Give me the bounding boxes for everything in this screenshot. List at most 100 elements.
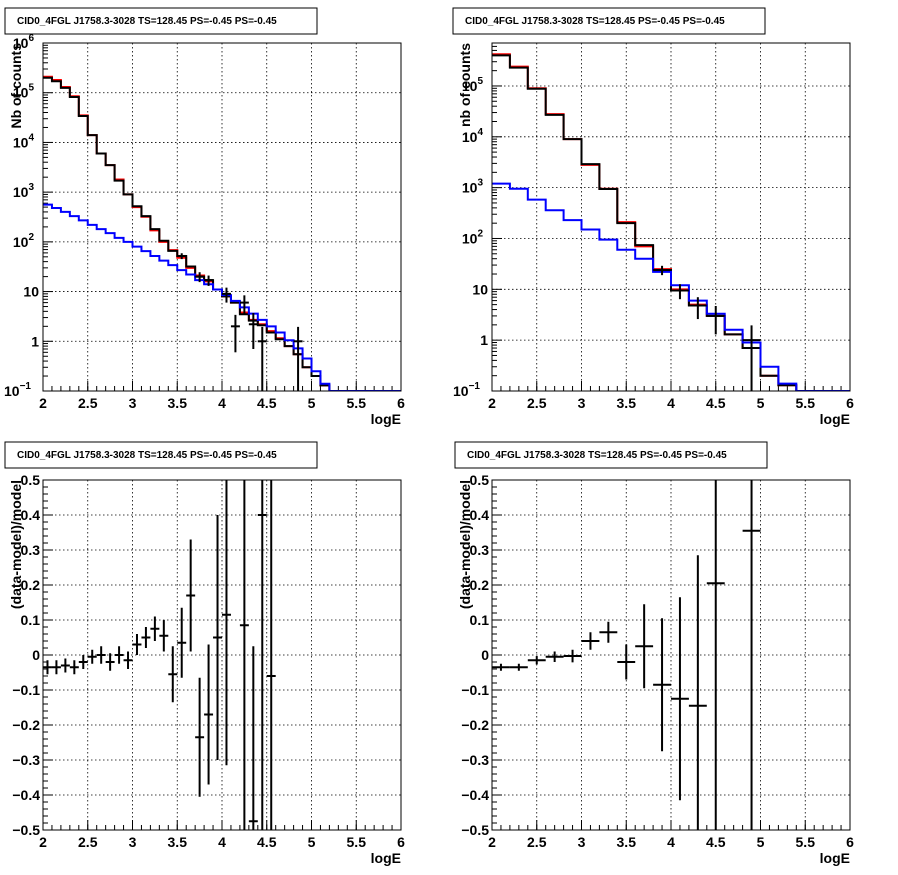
y-tick-label: 0 (481, 647, 489, 663)
y-tick-label: −0.5 (12, 822, 40, 838)
y-tick-label: 0.4 (21, 507, 41, 523)
x-tick-label: 6 (397, 395, 405, 411)
y-tick-label: 105 (462, 76, 484, 94)
y-tick-base: 10 (13, 134, 29, 150)
y-tick-label: −0.3 (12, 752, 40, 768)
x-axis-label: logE (820, 850, 850, 866)
y-tick-base: 10 (13, 35, 29, 51)
x-tick-label: 2.5 (527, 834, 547, 850)
x-tick-label: 3 (578, 395, 586, 411)
x-tick-label: 5 (308, 834, 316, 850)
y-tick-label: 0 (32, 647, 40, 663)
y-tick-label: 104 (462, 127, 484, 145)
chart-title: CID0_4FGL J1758.3-3028 TS=128.45 PS=-0.4… (465, 16, 725, 27)
y-tick-sup: 3 (28, 182, 34, 193)
title-box (454, 441, 768, 469)
y-tick-label: 10−1 (4, 381, 31, 399)
y-tick-label: 102 (13, 232, 35, 250)
plot-frame (491, 42, 851, 392)
x-tick-label: 4 (667, 834, 675, 850)
y-tick-label: −0.2 (12, 717, 40, 733)
plot-frame (42, 479, 402, 831)
y-tick-label: −0.4 (461, 787, 489, 803)
y-tick-label: 0.2 (470, 577, 490, 593)
x-tick-label: 5 (757, 395, 765, 411)
x-axis-label: logE (820, 411, 850, 427)
y-tick-sup: −1 (20, 381, 32, 392)
panel-top-right: CID0_4FGL J1758.3-3028 TS=128.45 PS=-0.4… (452, 7, 854, 427)
x-tick-label: 2.5 (78, 834, 98, 850)
y-tick-label: 103 (462, 178, 484, 196)
y-tick-sup: 2 (28, 232, 34, 243)
y-tick-label: −0.2 (461, 717, 489, 733)
y-tick-sup: 4 (28, 132, 34, 143)
y-tick-label: −0.1 (12, 682, 40, 698)
y-tick-label: 10 (23, 284, 39, 300)
title-box (452, 7, 766, 35)
x-tick-label: 2.5 (78, 395, 98, 411)
x-tick-label: 5.5 (347, 395, 367, 411)
y-tick-label: 105 (13, 83, 35, 101)
x-tick-label: 3 (578, 834, 586, 850)
y-tick-base: 10 (462, 129, 478, 145)
data-layer (43, 480, 276, 830)
y-axis-label: Nb of counts (8, 43, 24, 129)
y-tick-label: 102 (462, 228, 484, 246)
x-tick-label: 3 (129, 834, 137, 850)
histogram-series-2 (43, 203, 401, 391)
y-tick-base: 10 (462, 78, 478, 94)
data-layer (492, 53, 850, 391)
x-axis-label: logE (371, 850, 401, 866)
x-axis-label: logE (371, 411, 401, 427)
y-axis-label: (data-model)/model (8, 480, 24, 609)
x-tick-label: 3.5 (168, 834, 188, 850)
chart-title: CID0_4FGL J1758.3-3028 TS=128.45 PS=-0.4… (17, 450, 277, 461)
y-tick-label: −0.4 (12, 787, 40, 803)
x-tick-label: 4.5 (257, 395, 277, 411)
y-tick-sup: 4 (477, 127, 483, 138)
x-tick-label: 2 (39, 395, 47, 411)
y-tick-label: 0.1 (470, 612, 490, 628)
x-tick-label: 4 (667, 395, 675, 411)
y-tick-label: 10 (472, 281, 488, 297)
x-tick-label: 3.5 (617, 395, 637, 411)
panel-bottom-left: CID0_4FGL J1758.3-3028 TS=128.45 PS=-0.4… (4, 441, 405, 866)
y-tick-label: −0.3 (461, 752, 489, 768)
y-tick-label: −0.5 (461, 822, 489, 838)
y-tick-label: 0.4 (470, 507, 490, 523)
plot-frame (42, 42, 402, 392)
x-tick-label: 6 (846, 834, 854, 850)
x-tick-label: 2.5 (527, 395, 547, 411)
y-tick-base: 10 (13, 234, 29, 250)
y-tick-label: 106 (13, 33, 35, 51)
y-tick-base: 10 (4, 383, 20, 399)
y-tick-label: 0.5 (21, 472, 41, 488)
panel-top-left: CID0_4FGL J1758.3-3028 TS=128.45 PS=-0.4… (4, 7, 405, 427)
y-tick-label: 104 (13, 132, 35, 150)
x-tick-label: 6 (397, 834, 405, 850)
x-tick-label: 4 (218, 395, 226, 411)
y-axis-label: (data-model)/model (457, 480, 473, 609)
y-tick-label: 1 (31, 333, 39, 349)
data-layer (43, 75, 401, 391)
x-tick-label: 3 (129, 395, 137, 411)
x-tick-label: 6 (846, 395, 854, 411)
plot-frame (491, 479, 851, 831)
x-tick-label: 2 (488, 395, 496, 411)
x-tick-label: 3.5 (168, 395, 188, 411)
y-tick-label: 10−1 (453, 381, 480, 399)
y-tick-sup: 2 (477, 228, 483, 239)
y-tick-base: 10 (462, 230, 478, 246)
x-tick-label: 5 (757, 834, 765, 850)
chart-title: CID0_4FGL J1758.3-3028 TS=128.45 PS=-0.4… (467, 450, 727, 461)
data-layer (492, 480, 761, 830)
x-tick-label: 5.5 (347, 834, 367, 850)
x-tick-label: 4 (218, 834, 226, 850)
x-tick-label: 5.5 (796, 834, 816, 850)
y-tick-sup: 3 (477, 178, 483, 189)
y-axis-label: nb of counts (457, 43, 473, 127)
x-tick-label: 5 (308, 395, 316, 411)
y-tick-label: 0.2 (21, 577, 41, 593)
x-tick-label: 2 (488, 834, 496, 850)
